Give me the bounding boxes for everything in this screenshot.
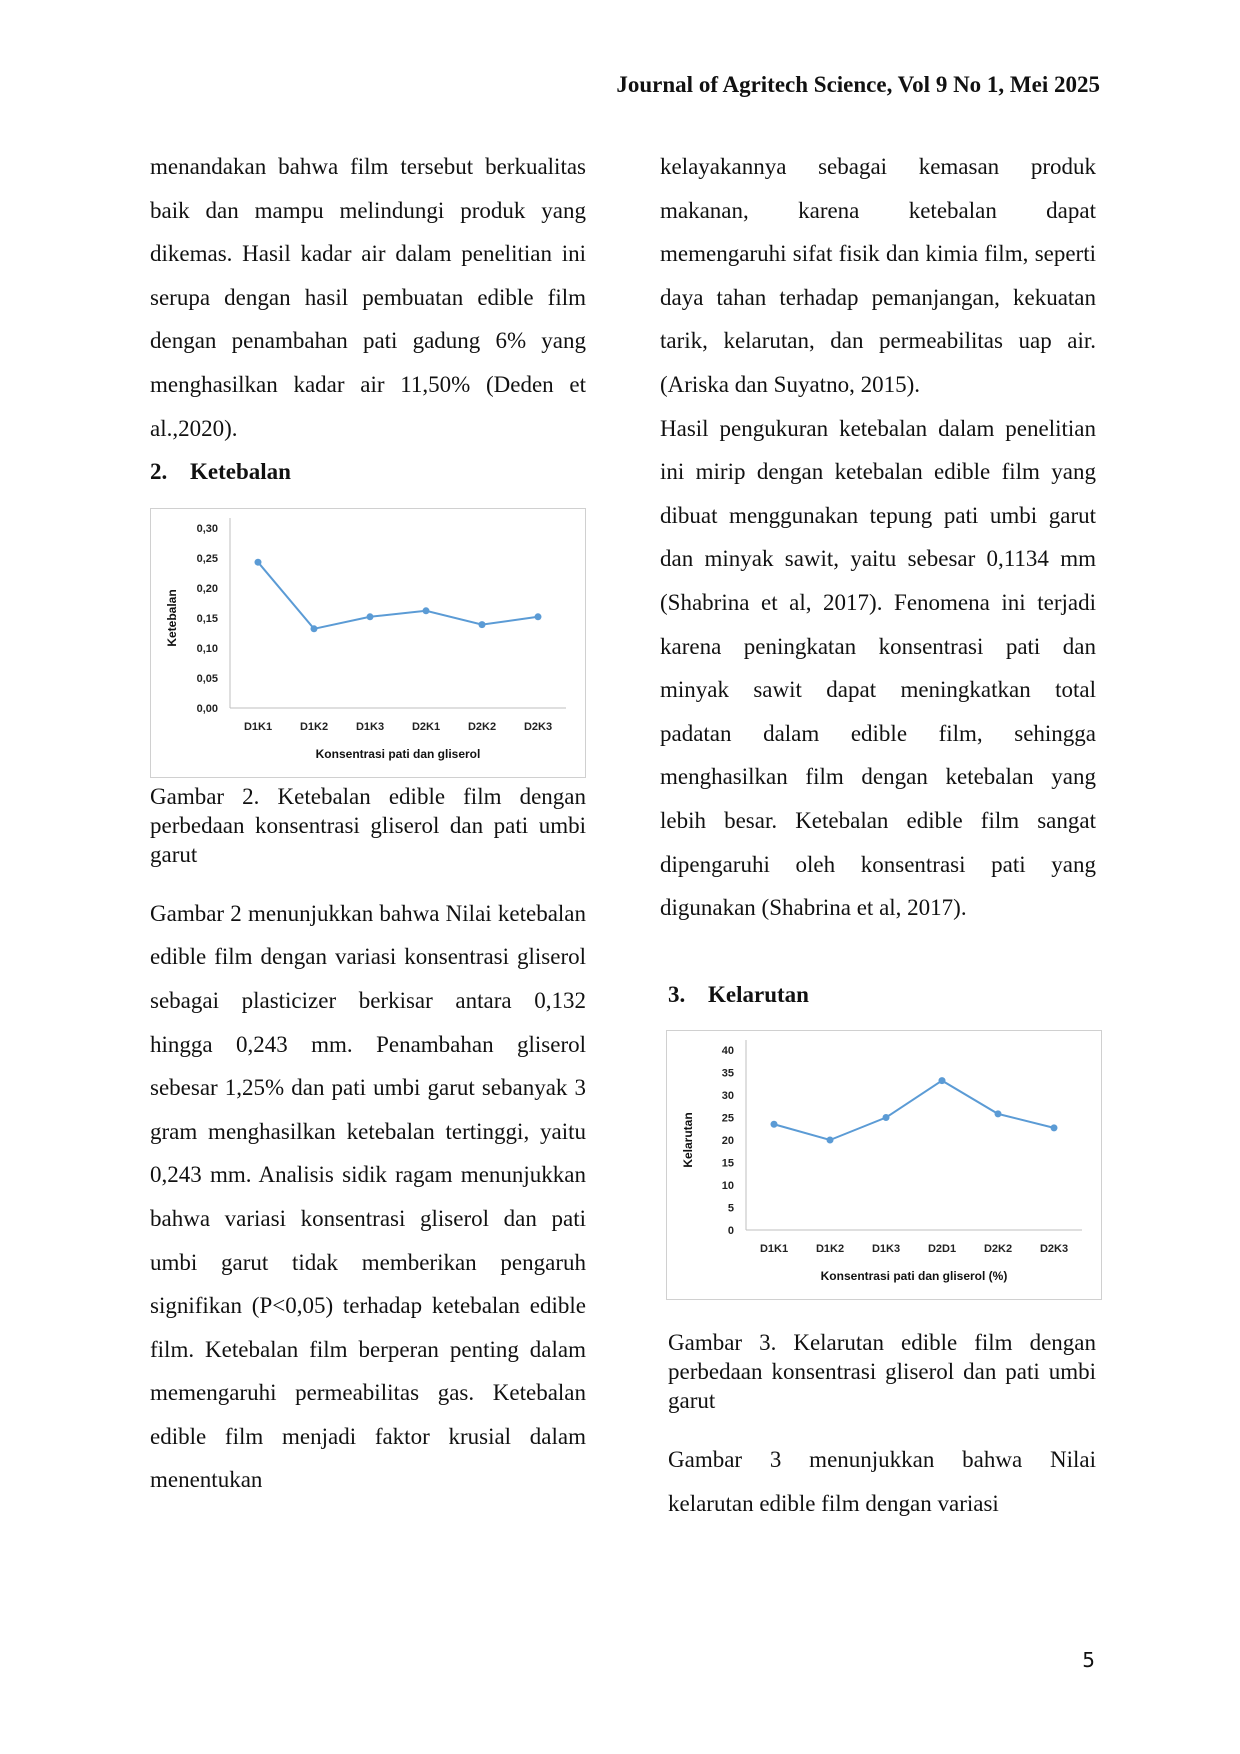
ketebalan-data-point	[366, 613, 374, 621]
kelarutan-data-point	[770, 1121, 778, 1129]
ketebalan-y-tick-label: 0,30	[197, 523, 218, 535]
journal-header: Journal of Agritech Science, Vol 9 No 1,…	[616, 72, 1100, 97]
ketebalan-y-tick-label: 0,25	[197, 553, 218, 565]
ketebalan-data-point	[422, 607, 430, 615]
left-paragraph-2: Gambar 2 menunjukkan bahwa Nilai ketebal…	[150, 900, 586, 1493]
ketebalan-y-tick-label: 0,05	[197, 673, 218, 685]
ketebalan-frame	[150, 507, 586, 778]
kelarutan-data-point	[826, 1136, 834, 1144]
ketebalan-y-tick-label: 0,00	[197, 703, 218, 715]
section-heading-ketebalan: 2. Ketebalan	[150, 450, 586, 494]
ketebalan-x-tick-label: D2K3	[524, 721, 552, 733]
kelarutan-data-point	[1050, 1124, 1058, 1132]
right-paragraph-2: Hasil pengukuran ketebalan dalam penelit…	[660, 415, 1096, 921]
right-paragraph-1: kelayakannya sebagai kemasan produk maka…	[660, 154, 1096, 397]
ketebalan-y-tick-label: 0,15	[197, 613, 218, 625]
section-title: Ketebalan	[190, 459, 291, 485]
ketebalan-x-tick-label: D2K1	[412, 721, 440, 733]
figure-2-caption: Gambar 2. Ketebalan edible film dengan p…	[150, 783, 586, 867]
kelarutan-y-tick-label: 5	[728, 1203, 734, 1215]
section-title: Kelarutan	[708, 981, 809, 1007]
ketebalan-x-tick-label: D1K2	[300, 721, 328, 733]
kelarutan-data-point	[994, 1110, 1002, 1118]
section-number: 3.	[668, 981, 686, 1007]
kelarutan-x-tick-label: D2D1	[928, 1243, 956, 1255]
kelarutan-x-tick-label: D2K3	[1040, 1243, 1068, 1255]
section-number: 2.	[150, 459, 168, 485]
kelarutan-data-point	[882, 1114, 890, 1122]
kelarutan-y-tick-label: 25	[722, 1113, 734, 1125]
kelarutan-series-line	[773, 1079, 1055, 1142]
kelarutan-y-tick-label: 15	[722, 1158, 734, 1170]
kelarutan-y-tick-label: 10	[722, 1180, 734, 1192]
kelarutan-chart: 0 5 10 15 20 25 30 35 40 D1K1 D1K2 D1K3 D2D1 D2K2 D2K3…	[666, 1030, 1102, 1301]
kelarutan-y-tick-label: 35	[722, 1068, 734, 1080]
ketebalan-data-point	[254, 558, 262, 566]
kelarutan-y-tick-label: 40	[722, 1045, 734, 1057]
right-paragraph-3: Gambar 3 menunjukkan bahwa Nilai kelarut…	[668, 1447, 1096, 1516]
kelarutan-y-tick-label: 20	[722, 1135, 734, 1147]
kelarutan-x-axis-label: Konsentrasi pati dan gliserol (%)	[821, 1269, 1008, 1283]
kelarutan-frame	[666, 1030, 1102, 1301]
page-number: 5	[1082, 1648, 1095, 1672]
ketebalan-y-axis-label: Ketebalan	[165, 589, 179, 646]
ketebalan-chart: 0,00 0,05 0,10 0,15 0,20 0,25 0,30 D1K1 D1K2 D1K3…	[150, 507, 586, 778]
ketebalan-x-tick-label: D1K1	[244, 721, 272, 733]
ketebalan-x-tick-label: D1K3	[356, 721, 384, 733]
ketebalan-data-point	[310, 625, 318, 633]
figure-3-caption: Gambar 3. Kelarutan edible film dengan p…	[668, 1330, 1096, 1414]
kelarutan-y-axis-label: Kelarutan	[681, 1113, 695, 1168]
right-column: kelayakannya sebagai kemasan produk maka…	[660, 145, 1102, 1525]
kelarutan-x-tick-label: D1K3	[872, 1243, 900, 1255]
section-heading-kelarutan: 3. Kelarutan	[660, 973, 1096, 1017]
ketebalan-y-tick-label: 0,20	[197, 583, 218, 595]
kelarutan-x-tick-label: D1K2	[816, 1243, 844, 1255]
ketebalan-data-point	[478, 620, 486, 628]
left-paragraph-1: menandakan bahwa film tersebut berkualit…	[150, 154, 586, 441]
ketebalan-series-line	[257, 561, 539, 630]
kelarutan-y-tick-label: 30	[722, 1090, 734, 1102]
ketebalan-x-tick-label: D2K2	[468, 721, 496, 733]
left-column: menandakan bahwa film tersebut berkualit…	[150, 145, 586, 1502]
kelarutan-x-tick-label: D1K1	[760, 1243, 788, 1255]
kelarutan-y-tick-label: 0	[728, 1225, 734, 1237]
ketebalan-y-tick-label: 0,10	[197, 643, 218, 655]
ketebalan-x-axis-label: Konsentrasi pati dan gliserol	[316, 747, 481, 761]
ketebalan-data-point	[534, 613, 542, 621]
kelarutan-data-point	[938, 1077, 946, 1085]
kelarutan-x-tick-label: D2K2	[984, 1243, 1012, 1255]
